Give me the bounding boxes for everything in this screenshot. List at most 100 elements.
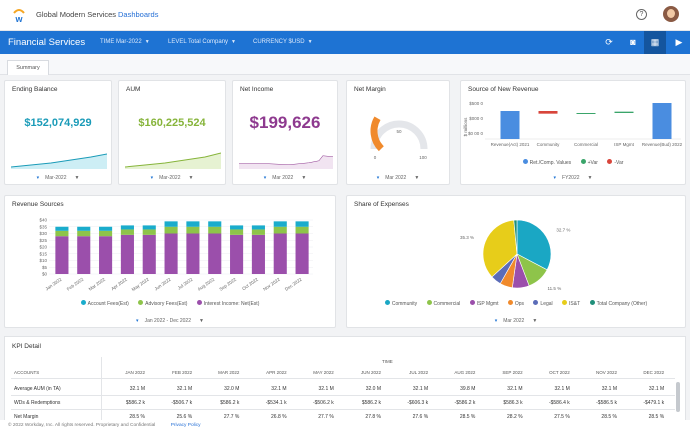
x-tick-label: Oct 2022 [241, 276, 259, 291]
bar-segment[interactable] [120, 234, 134, 274]
bar-segment[interactable] [164, 226, 178, 234]
revenue-sources-card[interactable]: Revenue Sources $0 $5 $10 $15 $20 $25 $30 $35 $4… [4, 195, 336, 328]
organization-name: Global Modern Services [36, 10, 117, 19]
pie-slice[interactable] [516, 219, 552, 271]
table-cell: -$479.1 k [643, 400, 665, 406]
legend-item[interactable]: ISP Mgmt [469, 300, 498, 307]
video-icon[interactable]: ▶ [675, 37, 683, 47]
waterfall-bar[interactable] [576, 113, 596, 114]
bar-segment[interactable] [55, 236, 69, 274]
level-filter[interactable]: LEVEL Total Company ▼ [168, 39, 236, 45]
y-tick-label: $10 [39, 258, 47, 263]
bar-segment[interactable] [186, 221, 200, 227]
bar-segment[interactable] [208, 221, 222, 227]
x-tick-label: Jun 2022 [154, 276, 172, 291]
period-selector[interactable]: ▾ FY2022 ▼ [553, 175, 593, 181]
bar-segment[interactable] [99, 230, 113, 237]
bar-segment[interactable] [295, 221, 309, 227]
vertical-scrollbar[interactable] [676, 382, 680, 412]
x-tick-label: Aug 2022 [197, 276, 216, 291]
bar-segment[interactable] [230, 229, 244, 235]
share-of-expenses-card[interactable]: Share of Expenses 32.7 % 11.5 % 35.3 % 1.5 … [346, 195, 686, 328]
bar-segment[interactable] [120, 229, 134, 235]
legend-item[interactable]: Ops [507, 300, 524, 307]
period-selector[interactable]: ▾ Mar-2022 ▼ [36, 175, 80, 181]
currency-filter[interactable]: CURRENCY $USD ▼ [253, 39, 313, 45]
net-income-card[interactable]: Net Income $199,626 ▾ Mar 2022 ▼ [232, 80, 338, 185]
bar-segment[interactable] [77, 236, 91, 274]
bar-segment[interactable] [273, 221, 287, 227]
waterfall-category-label: Revenue(Bud) 2022 [642, 142, 683, 147]
camera-icon[interactable]: ◙ [630, 37, 636, 47]
card-title: Source of New Revenue [468, 86, 539, 93]
bar-segment[interactable] [55, 230, 69, 237]
legend-item[interactable]: Commercial [426, 300, 460, 307]
bar-segment[interactable] [186, 226, 200, 234]
legend-item[interactable]: Community [384, 300, 417, 307]
bar-segment[interactable] [295, 233, 309, 275]
bar-segment[interactable] [251, 234, 265, 274]
help-icon[interactable]: ? [636, 9, 647, 20]
waterfall-bar[interactable] [500, 111, 520, 139]
waterfall-bar[interactable] [652, 103, 672, 139]
grid-view-icon[interactable]: ▦ [644, 31, 666, 54]
y-tick-label: $40 [39, 218, 47, 223]
table-cell: 32.1 M [176, 386, 193, 392]
bar-segment[interactable] [208, 226, 222, 234]
legend-item[interactable]: Account Fees(Est) [80, 300, 129, 307]
breadcrumb-dashboards[interactable]: Dashboards [118, 10, 159, 19]
legend-swatch [426, 300, 432, 305]
waterfall-bar[interactable] [614, 111, 634, 113]
bar-segment[interactable] [99, 226, 113, 231]
bar-segment[interactable] [77, 226, 91, 231]
legend-item[interactable]: Legal [533, 300, 553, 307]
refresh-icon[interactable]: ⟳ [605, 37, 613, 47]
bar-segment[interactable] [186, 233, 200, 275]
bar-segment[interactable] [164, 221, 178, 227]
bar-segment[interactable] [164, 233, 178, 275]
legend-item[interactable]: Total Company (Other) [589, 300, 647, 307]
legend-item[interactable]: +Var [580, 159, 598, 166]
tab-summary[interactable]: Summary [7, 60, 49, 75]
legend-item[interactable]: Advisory Fees(Est) [138, 300, 187, 307]
bar-segment[interactable] [273, 233, 287, 275]
bar-segment[interactable] [230, 225, 244, 230]
pie-slice[interactable] [482, 219, 518, 278]
waterfall-category-label: ISP Mgmt [614, 142, 634, 147]
period-selector[interactable]: ▾ Mar 2022 ▼ [494, 318, 538, 324]
pie-slice[interactable] [513, 219, 518, 255]
net-margin-card[interactable]: Net Margin 50 0 100 ▾ Mar 2022 ▼ [346, 80, 450, 185]
table-cell: 25.6 % [176, 414, 193, 420]
aum-card[interactable]: AUM $160,225,524 ▾ Mar-2022 ▼ [118, 80, 226, 185]
bar-segment[interactable] [142, 229, 156, 235]
privacy-policy-link[interactable]: Privacy Policy [170, 423, 201, 428]
period-selector[interactable]: ▾ Mar-2022 ▼ [150, 175, 194, 181]
bar-segment[interactable] [273, 226, 287, 234]
bar-segment[interactable] [295, 226, 309, 234]
period-selector[interactable]: ▾ Jan 2022 - Dec 2022 ▼ [136, 318, 204, 324]
bar-segment[interactable] [55, 226, 69, 231]
bar-segment[interactable] [99, 236, 113, 274]
bar-segment[interactable] [230, 234, 244, 274]
bar-segment[interactable] [142, 225, 156, 230]
legend-item[interactable]: Ret./Comp. Values [522, 159, 571, 166]
period-selector[interactable]: ▾ Mar 2022 ▼ [376, 175, 420, 181]
waterfall-bar[interactable] [538, 111, 558, 114]
table-cell: 28.5 % [601, 414, 617, 420]
legend-item[interactable]: Interest Income: Net(Est) [196, 300, 259, 307]
period-selector[interactable]: ▾ Mar 2022 ▼ [263, 175, 307, 181]
time-filter[interactable]: TIME Mar-2022 ▼ [100, 39, 150, 45]
bar-segment[interactable] [208, 233, 222, 275]
table-cell: 27.5 % [554, 414, 570, 420]
avatar[interactable] [663, 6, 679, 22]
bar-segment[interactable] [251, 229, 265, 235]
ending-balance-card[interactable]: Ending Balance $152,074,929 ▾ Mar-2022 ▼ [4, 80, 112, 185]
workday-logo[interactable]: w [11, 7, 27, 23]
legend-item[interactable]: IS&T [562, 300, 580, 307]
legend-item[interactable]: -Var [607, 159, 623, 166]
bar-segment[interactable] [142, 234, 156, 274]
source-of-new-revenue-card[interactable]: Source of New Revenue $ millions $500 0 … [460, 80, 686, 185]
bar-segment[interactable] [251, 225, 265, 230]
bar-segment[interactable] [120, 225, 134, 230]
bar-segment[interactable] [77, 230, 91, 237]
